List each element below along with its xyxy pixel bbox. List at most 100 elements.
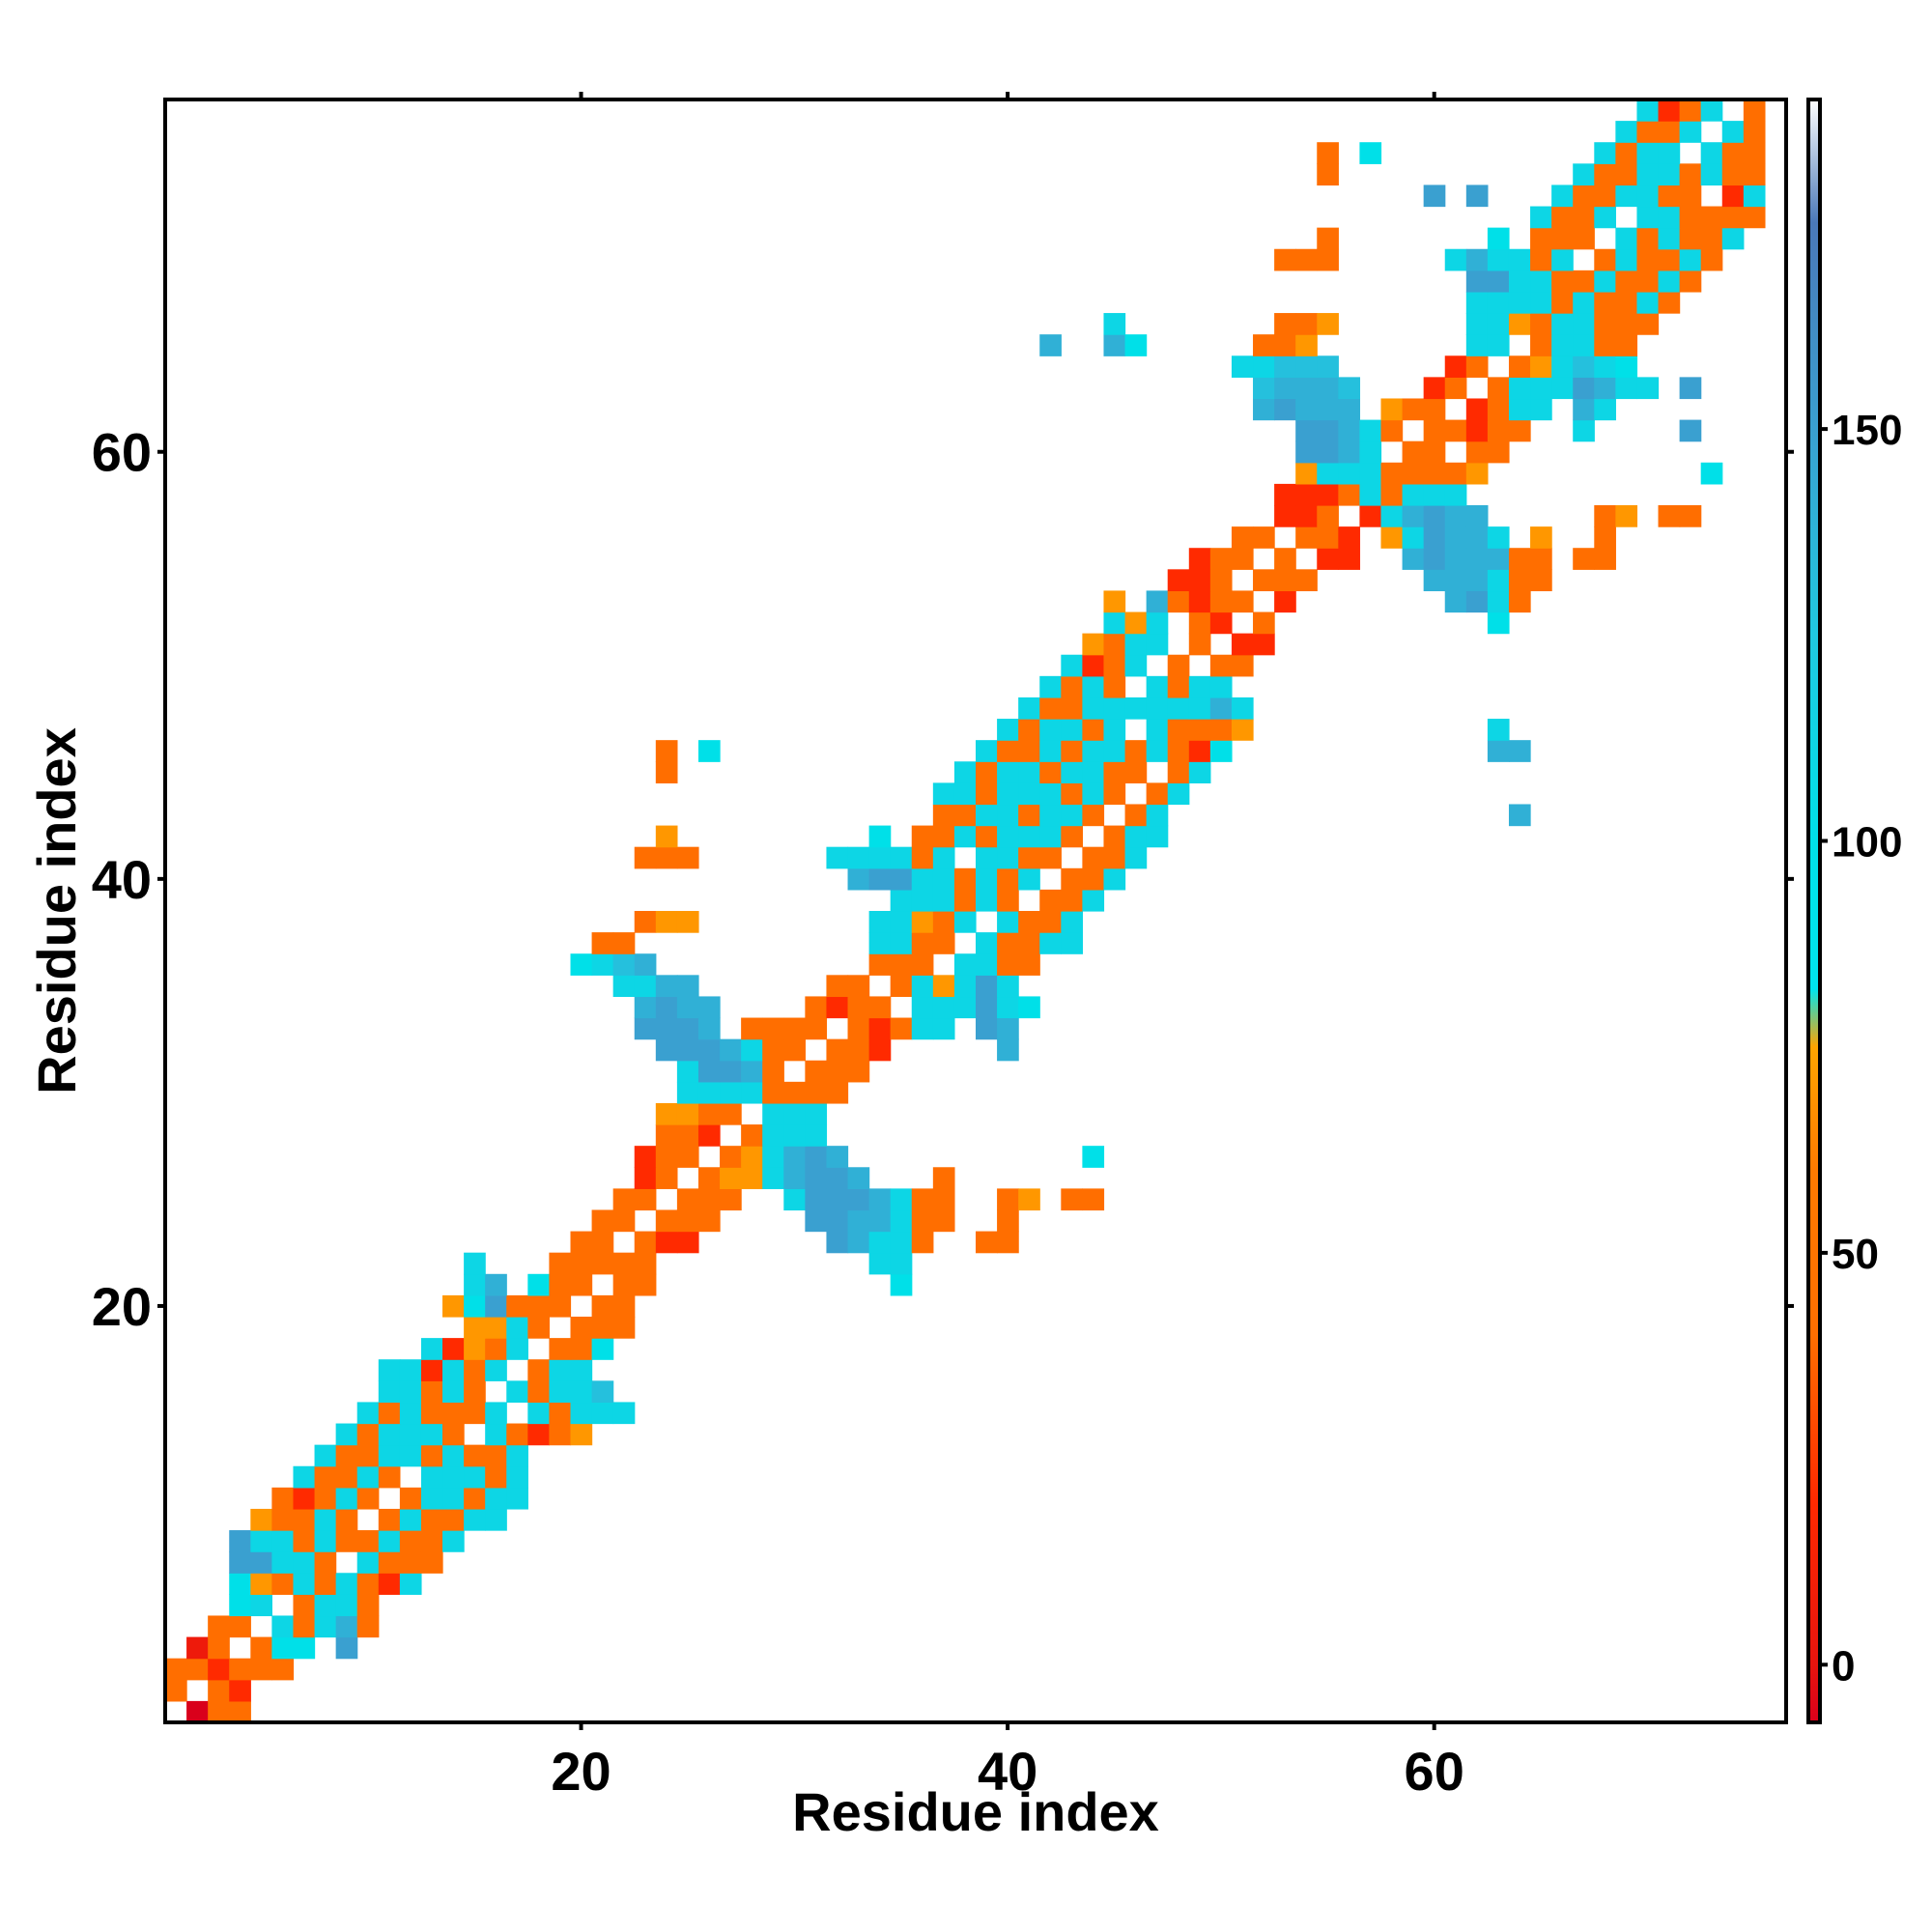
heatmap-cell bbox=[464, 1487, 486, 1510]
heatmap-cell bbox=[1317, 462, 1339, 485]
heatmap-cell bbox=[953, 953, 977, 976]
heatmap-cell bbox=[826, 975, 849, 998]
heatmap-cell bbox=[1359, 462, 1382, 485]
heatmap-cell bbox=[697, 1188, 721, 1211]
heatmap-cell bbox=[676, 911, 699, 933]
heatmap-cell bbox=[1359, 440, 1382, 464]
heatmap-cell bbox=[1679, 248, 1702, 271]
heatmap-cell bbox=[1423, 505, 1446, 527]
heatmap-cell bbox=[229, 1573, 251, 1595]
heatmap-cell bbox=[356, 1444, 380, 1467]
heatmap-cell bbox=[676, 1124, 699, 1147]
heatmap-cell bbox=[612, 1209, 636, 1233]
heatmap-cell bbox=[1103, 846, 1126, 869]
heatmap-cell bbox=[1594, 377, 1616, 400]
heatmap-cell bbox=[1274, 334, 1296, 356]
heatmap-cell bbox=[591, 1380, 614, 1404]
heatmap-cell bbox=[442, 1359, 465, 1381]
heatmap-cell bbox=[1039, 740, 1062, 762]
heatmap-cell bbox=[1253, 377, 1275, 400]
heatmap-cell bbox=[1551, 291, 1574, 314]
heatmap-cell bbox=[1530, 355, 1552, 378]
heatmap-cell bbox=[314, 1615, 337, 1638]
heatmap-cell bbox=[911, 953, 934, 976]
heatmap-cell bbox=[1188, 719, 1211, 741]
heatmap-cell bbox=[1465, 270, 1489, 293]
heatmap-cell bbox=[1039, 911, 1062, 933]
heatmap-cell bbox=[762, 1146, 784, 1168]
heatmap-cell bbox=[1018, 696, 1040, 720]
heatmap-cell bbox=[805, 1102, 828, 1125]
heatmap-cell bbox=[485, 1465, 507, 1489]
heatmap-cell bbox=[783, 1167, 806, 1189]
heatmap-cell bbox=[378, 1573, 401, 1595]
heatmap-cell bbox=[464, 1444, 486, 1467]
heatmap-cell bbox=[911, 1209, 934, 1233]
heatmap-cell bbox=[655, 1017, 678, 1040]
heatmap-cell bbox=[997, 867, 1019, 891]
heatmap-cell bbox=[293, 1615, 316, 1638]
heatmap-cell bbox=[612, 1402, 636, 1425]
heatmap-cell bbox=[1465, 313, 1489, 335]
heatmap-cell bbox=[953, 911, 977, 933]
heatmap-cell bbox=[720, 1146, 742, 1168]
heatmap-cell bbox=[1573, 291, 1595, 314]
plot-frame bbox=[163, 98, 1788, 1724]
heatmap-cell bbox=[1402, 462, 1425, 485]
heatmap-cell bbox=[976, 761, 998, 783]
heatmap-cell bbox=[932, 932, 955, 954]
heatmap-cell bbox=[1487, 611, 1510, 635]
heatmap-cell bbox=[570, 1423, 593, 1446]
heatmap-cell bbox=[1061, 932, 1083, 954]
heatmap-cell bbox=[1615, 505, 1638, 527]
heatmap-cell bbox=[250, 1551, 272, 1574]
heatmap-cell bbox=[997, 1231, 1019, 1254]
heatmap-cell bbox=[1573, 206, 1595, 229]
heatmap-cell bbox=[697, 1081, 721, 1104]
heatmap-cell bbox=[1551, 248, 1574, 271]
heatmap-cell bbox=[1209, 654, 1233, 677]
heatmap-cell bbox=[1594, 334, 1616, 356]
heatmap-cell bbox=[1061, 825, 1083, 848]
heatmap-cell bbox=[485, 1402, 507, 1425]
heatmap-cell bbox=[1188, 590, 1211, 613]
heatmap-cell bbox=[676, 1060, 699, 1083]
heatmap-cell bbox=[1487, 740, 1510, 762]
heatmap-cell bbox=[1103, 675, 1126, 698]
heatmap-cell bbox=[442, 1380, 465, 1404]
heatmap-cell bbox=[1124, 654, 1148, 677]
heatmap-cell bbox=[612, 975, 636, 998]
heatmap-cell bbox=[1295, 355, 1318, 378]
x-tick-label: 20 bbox=[551, 1741, 611, 1802]
heatmap-cell bbox=[591, 953, 614, 976]
heatmap-cell bbox=[570, 1338, 593, 1360]
heatmap-cell bbox=[868, 825, 892, 848]
heatmap-cell bbox=[1274, 569, 1296, 592]
heatmap-cell bbox=[527, 1294, 551, 1318]
colorbar bbox=[1806, 98, 1822, 1724]
heatmap-cell bbox=[378, 1508, 401, 1531]
heatmap-cell bbox=[335, 1487, 358, 1510]
heatmap-cell bbox=[634, 1188, 657, 1211]
heatmap-cell bbox=[1209, 675, 1233, 698]
heatmap-cell bbox=[549, 1402, 572, 1425]
heatmap-cell bbox=[1338, 419, 1361, 442]
heatmap-cell bbox=[399, 1423, 422, 1446]
heatmap-cell bbox=[1188, 569, 1211, 592]
heatmap-cell bbox=[890, 1017, 913, 1040]
heatmap-cell bbox=[1380, 398, 1404, 421]
heatmap-cell bbox=[1253, 334, 1275, 356]
heatmap-cell bbox=[697, 1060, 721, 1083]
heatmap-cell bbox=[271, 1551, 295, 1574]
heatmap-cell bbox=[1274, 483, 1296, 506]
heatmap-cell bbox=[762, 1124, 784, 1147]
heatmap-cell bbox=[1658, 142, 1681, 164]
heatmap-cell bbox=[1082, 889, 1105, 912]
heatmap-cell bbox=[847, 975, 870, 998]
heatmap-cell bbox=[890, 1231, 913, 1254]
heatmap-cell bbox=[1530, 569, 1552, 592]
heatmap-cell bbox=[953, 867, 977, 891]
heatmap-cell bbox=[634, 975, 657, 998]
heatmap-cell bbox=[1061, 867, 1083, 891]
heatmap-cell bbox=[356, 1594, 380, 1617]
